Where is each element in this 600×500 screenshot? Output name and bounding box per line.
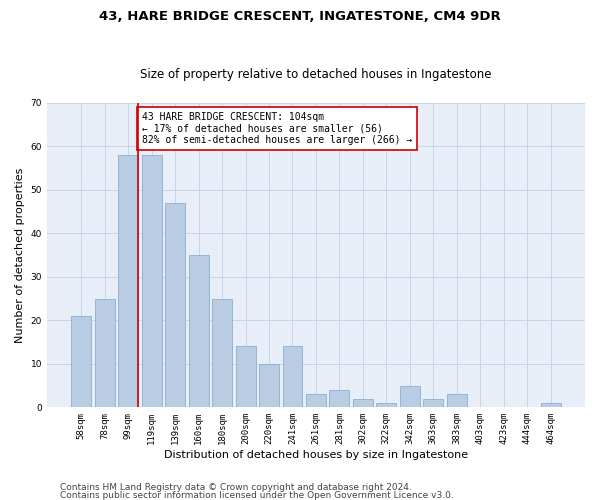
Y-axis label: Number of detached properties: Number of detached properties	[15, 168, 25, 343]
Bar	[212, 298, 232, 408]
Bar	[376, 403, 397, 407]
Bar	[306, 394, 326, 407]
Text: 43, HARE BRIDGE CRESCENT, INGATESTONE, CM4 9DR: 43, HARE BRIDGE CRESCENT, INGATESTONE, C…	[99, 10, 501, 23]
Bar	[236, 346, 256, 408]
Text: Contains HM Land Registry data © Crown copyright and database right 2024.: Contains HM Land Registry data © Crown c…	[60, 484, 412, 492]
Title: Size of property relative to detached houses in Ingatestone: Size of property relative to detached ho…	[140, 68, 492, 81]
Bar	[259, 364, 279, 408]
Bar	[541, 403, 560, 407]
Bar	[142, 155, 162, 407]
Bar	[165, 203, 185, 408]
Bar	[71, 316, 91, 408]
Bar	[95, 298, 115, 408]
Bar	[400, 386, 420, 407]
Bar	[447, 394, 467, 407]
Bar	[423, 398, 443, 407]
Text: 43 HARE BRIDGE CRESCENT: 104sqm
← 17% of detached houses are smaller (56)
82% of: 43 HARE BRIDGE CRESCENT: 104sqm ← 17% of…	[142, 112, 413, 145]
Bar	[118, 155, 138, 407]
Bar	[329, 390, 349, 407]
Bar	[188, 255, 209, 408]
X-axis label: Distribution of detached houses by size in Ingatestone: Distribution of detached houses by size …	[164, 450, 468, 460]
Bar	[283, 346, 302, 408]
Bar	[353, 398, 373, 407]
Text: Contains public sector information licensed under the Open Government Licence v3: Contains public sector information licen…	[60, 491, 454, 500]
